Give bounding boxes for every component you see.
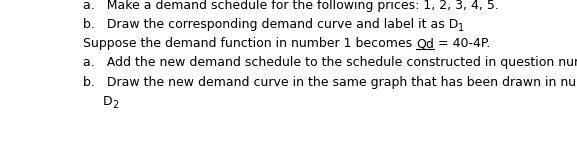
Text: 1: 1 — [458, 23, 464, 33]
Text: b.   Draw the corresponding demand curve and label it as D: b. Draw the corresponding demand curve a… — [83, 18, 458, 31]
Text: b.   Draw the new demand curve in the same graph that has been drawn in number 2: b. Draw the new demand curve in the same… — [83, 76, 577, 89]
Text: Qd: Qd — [416, 37, 434, 50]
Text: 2: 2 — [113, 100, 119, 110]
Text: Suppose the demand function in number 1 becomes: Suppose the demand function in number 1 … — [83, 37, 416, 50]
Text: = 40-4P.: = 40-4P. — [434, 37, 490, 50]
Text: a.   Make a demand schedule for the following prices: 1, 2, 3, 4, 5.: a. Make a demand schedule for the follow… — [83, 0, 499, 12]
Text: a.   Add the new demand schedule to the schedule constructed in question number : a. Add the new demand schedule to the sc… — [83, 56, 577, 69]
Text: D: D — [83, 95, 113, 108]
